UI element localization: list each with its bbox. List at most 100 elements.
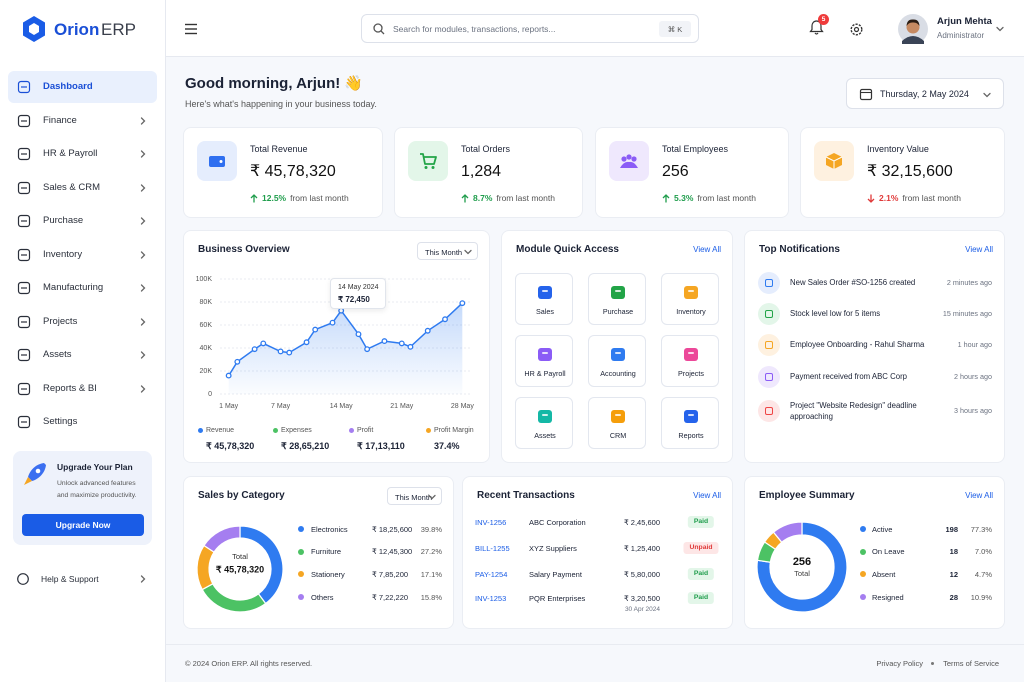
kpi-icon: [825, 153, 843, 169]
x-tick-label: 14 May: [330, 403, 353, 410]
module-tile[interactable]: CRM: [588, 397, 646, 449]
kpi-value: ₹ 45,78,320: [250, 163, 336, 181]
module-icon-shape: [684, 286, 698, 299]
module-icon-detail: [688, 352, 694, 354]
chevron: [140, 575, 146, 583]
upgrade-button[interactable]: Upgrade Now: [22, 514, 144, 536]
module-tile[interactable]: Inventory: [661, 273, 719, 325]
module-icon-detail: [615, 352, 621, 354]
notification-icon: [758, 303, 780, 325]
chevron: [140, 384, 146, 393]
tooltip-label: ₹ 72,450: [338, 295, 370, 305]
module-tile[interactable]: Purchase: [588, 273, 646, 325]
rocket-icon: [24, 463, 46, 485]
legend-value: 37.4%: [434, 440, 460, 451]
nav-label[interactable]: Purchase: [43, 215, 84, 227]
nav-label[interactable]: Reports & BI: [43, 382, 97, 394]
legend-dot: [860, 548, 866, 555]
point: [442, 316, 448, 323]
help-label[interactable]: Help & Support: [41, 573, 99, 584]
transaction-id[interactable]: BILL-1255: [475, 543, 510, 553]
legend-label: Profit Margin: [434, 426, 474, 434]
module-icon: [538, 410, 552, 423]
module-icon-detail: [615, 290, 621, 292]
menu-icon: [185, 23, 197, 35]
transaction-id[interactable]: INV-1253: [475, 593, 507, 603]
legend-label: Electronics: [311, 524, 348, 534]
view-all-link[interactable]: View All: [693, 245, 721, 255]
module-icon-detail: [542, 290, 548, 292]
transaction-party: ABC Corporation: [529, 517, 586, 527]
view-all-link[interactable]: View All: [693, 491, 721, 501]
y-tick-label: 60K: [200, 322, 213, 329]
chevron-line: [140, 575, 146, 583]
view-all-link[interactable]: View All: [965, 245, 993, 255]
upgrade-title: Upgrade Your Plan: [57, 461, 133, 472]
point: [459, 300, 466, 307]
module-tile[interactable]: HR & Payroll: [515, 335, 573, 387]
avatar-hair: [906, 19, 920, 26]
module-icon-detail: [688, 414, 694, 416]
footer-link[interactable]: Terms of Service: [943, 658, 999, 668]
period-dropdown[interactable]: This Month: [387, 487, 442, 505]
search-box[interactable]: Search for modules, transactions, report…: [361, 14, 699, 43]
nav-label[interactable]: Settings: [43, 416, 78, 428]
chevron-line: [996, 26, 1004, 32]
nav-label[interactable]: Manufacturing: [43, 282, 104, 294]
card: Sales by Category This Month Total ₹ 45,78,…: [183, 476, 454, 629]
chevron-line: [983, 92, 991, 97]
trend-arrow-shape: [867, 194, 875, 203]
nav-label[interactable]: Assets: [43, 349, 72, 361]
status-pill: Paid: [687, 568, 715, 580]
module-icon-detail: [542, 414, 548, 416]
legend-value: ₹ 45,78,320: [206, 440, 255, 451]
kpi-icon-bg: [609, 141, 649, 181]
nav-label[interactable]: Sales & CRM: [43, 181, 101, 193]
view-all-link[interactable]: View All: [965, 491, 993, 501]
chevron-line: [140, 217, 146, 225]
nav-label[interactable]: Dashboard: [43, 81, 93, 93]
cart-wheel: [431, 166, 435, 169]
legend-count: 12: [949, 569, 958, 579]
point: [398, 340, 405, 347]
date-picker[interactable]: Thursday, 2 May 2024: [846, 78, 1004, 109]
footer-link[interactable]: Privacy Policy: [876, 658, 923, 668]
notification-glyph: [765, 310, 773, 318]
period-dropdown[interactable]: This Month: [417, 242, 478, 260]
nav-icon-shape: [17, 281, 31, 295]
point: [364, 346, 371, 353]
upgrade-button-label: Upgrade Now: [55, 519, 111, 530]
status-pill: Unpaid: [683, 542, 719, 554]
logo: [23, 16, 45, 42]
point: [424, 327, 431, 334]
nav-label[interactable]: Inventory: [43, 248, 83, 260]
notification-icon: [758, 366, 780, 388]
transaction-id[interactable]: PAY-1254: [475, 569, 508, 579]
legend-label: Stationery: [311, 569, 345, 579]
card: Business Overview This Month 0 20K 40K 60K 80K…: [183, 230, 490, 463]
module-tile[interactable]: Sales: [515, 273, 573, 325]
card: Total Employees 256 5.3% from last month: [595, 127, 789, 218]
greeting-subtitle: Here's what's happening in your business…: [185, 98, 377, 109]
line-chart: 0 20K 40K 60K 80K 100K 1 May 7 May 14 May 21 May 2…: [196, 276, 475, 410]
transaction-id[interactable]: INV-1256: [475, 517, 507, 527]
person-head: [626, 154, 632, 160]
module-tile[interactable]: Assets: [515, 397, 573, 449]
module-tile[interactable]: Reports: [661, 397, 719, 449]
card: Module Quick Access View All Sales Purchase…: [501, 230, 733, 463]
module-tile[interactable]: Projects: [661, 335, 719, 387]
nav-label[interactable]: Projects: [43, 315, 78, 327]
avatar-face: [906, 20, 920, 34]
notification-text: Payment received from ABC Corp: [790, 372, 907, 382]
help-circle: [17, 573, 29, 585]
transaction-amount: ₹ 5,80,000: [623, 569, 660, 579]
nav-icon-shape: [17, 181, 31, 194]
module-tile[interactable]: Accounting: [588, 335, 646, 387]
nav-label[interactable]: HR & Payroll: [43, 148, 98, 160]
notification-text: Employee Onboarding - Rahul Sharma: [790, 340, 925, 350]
nav-label[interactable]: Finance: [43, 114, 77, 126]
chevron: [140, 317, 146, 326]
kpi-change-text: from last month: [496, 193, 555, 203]
chevron: [140, 250, 146, 259]
kpi-change: 8.7% from last month: [461, 193, 555, 203]
